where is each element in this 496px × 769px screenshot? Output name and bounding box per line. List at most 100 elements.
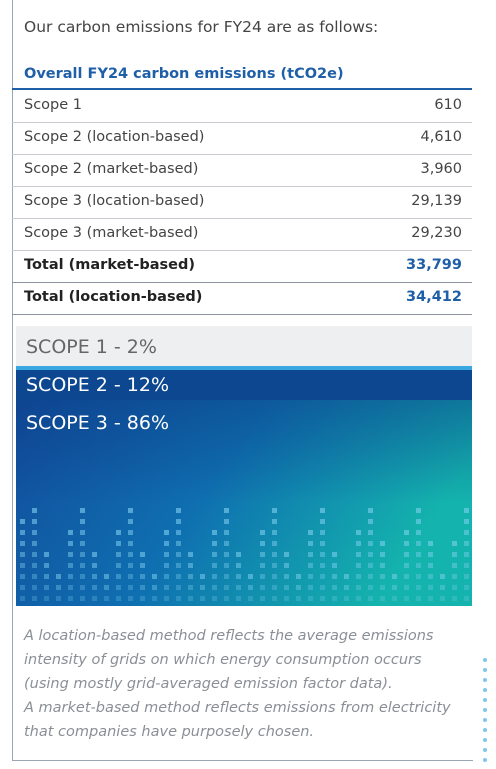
pattern-dot [164, 552, 169, 557]
pattern-dot [320, 563, 325, 568]
pattern-dot [164, 574, 169, 579]
pattern-dot [200, 585, 205, 590]
pattern-dot [56, 596, 61, 601]
pattern-dot [284, 596, 289, 601]
pattern-dot [392, 574, 397, 579]
pattern-dot [176, 585, 181, 590]
pattern-dot [368, 552, 373, 557]
title-rule [12, 88, 472, 90]
table-row: Scope 3 (market-based) 29,230 [12, 218, 472, 251]
pattern-dot [284, 574, 289, 579]
pattern-dot [44, 552, 49, 557]
pattern-dot [176, 541, 181, 546]
frame [12, 0, 473, 761]
pattern-dot [224, 596, 229, 601]
pattern-dot [236, 574, 241, 579]
pattern-dot [284, 563, 289, 568]
pattern-dot [260, 552, 265, 557]
pattern-dot [140, 563, 145, 568]
pattern-dot [128, 585, 133, 590]
table-title: Overall FY24 carbon emissions (tCO2e) [24, 66, 344, 82]
pattern-dot [224, 574, 229, 579]
pattern-dot [428, 596, 433, 601]
pattern-dot [464, 563, 469, 568]
row-value: 3,960 [420, 161, 462, 177]
pattern-dot [440, 585, 445, 590]
pattern-dot [32, 574, 37, 579]
pattern-dot [452, 596, 457, 601]
pattern-dot [20, 552, 25, 557]
pattern-dot [68, 541, 73, 546]
pattern-dot [428, 574, 433, 579]
accent [16, 366, 472, 370]
pattern-dot [308, 574, 313, 579]
pattern-dot [32, 563, 37, 568]
pattern-dot [236, 563, 241, 568]
pattern-dot [272, 585, 277, 590]
pattern-dot [308, 585, 313, 590]
pattern-dot [20, 596, 25, 601]
pattern-dot [332, 574, 337, 579]
pattern-dot [416, 508, 421, 513]
pattern-dot [224, 541, 229, 546]
pattern-dot [464, 574, 469, 579]
pattern-dot [380, 541, 385, 546]
pattern-dot [68, 585, 73, 590]
pattern-dot [236, 596, 241, 601]
pattern-dot [368, 585, 373, 590]
footnote-line: A location-based method reflects the ave… [24, 628, 434, 644]
scope-label: SCOPE 3 - 86% [26, 412, 170, 434]
pattern-dot [248, 574, 253, 579]
pattern-dot [44, 585, 49, 590]
pattern-dot [236, 552, 241, 557]
pattern-dot [464, 519, 469, 524]
pattern-dot [80, 508, 85, 513]
row-label: Scope 2 (market-based) [24, 161, 199, 177]
pattern-dot [212, 596, 217, 601]
pattern-dot [176, 508, 181, 513]
pattern-dot [272, 596, 277, 601]
row-value: 29,230 [411, 225, 462, 241]
pattern-dot [344, 585, 349, 590]
row-value: 33,799 [406, 257, 462, 273]
intro: Our carbon emissions for FY24 are as fol… [24, 18, 379, 36]
pattern-dot [32, 585, 37, 590]
pattern-dot [452, 574, 457, 579]
pattern-dot [416, 585, 421, 590]
pattern-dot [464, 530, 469, 535]
pattern-dot [224, 508, 229, 513]
pattern-dot [44, 563, 49, 568]
pattern-dot [212, 563, 217, 568]
pattern-dot [296, 585, 301, 590]
pattern-dot [464, 541, 469, 546]
pattern-dot [404, 585, 409, 590]
scope-label: SCOPE 2 - 12% [26, 374, 170, 396]
pattern-dot [404, 552, 409, 557]
pattern-dot [116, 541, 121, 546]
pattern-dot [452, 585, 457, 590]
pattern-dot [32, 596, 37, 601]
pattern-dot [308, 552, 313, 557]
pattern-dot [92, 596, 97, 601]
pattern-dot [392, 585, 397, 590]
pattern-dot [140, 585, 145, 590]
pattern-dot [68, 530, 73, 535]
pattern-dot [380, 574, 385, 579]
pattern-dot [164, 585, 169, 590]
pattern-dot [344, 574, 349, 579]
pattern-dot [260, 563, 265, 568]
pattern-dot [368, 541, 373, 546]
pattern-dot [320, 508, 325, 513]
pattern-dot [212, 541, 217, 546]
pattern-dot [224, 530, 229, 535]
pattern-dot [332, 596, 337, 601]
table-row: Total (location-based) 34,412 [12, 282, 472, 315]
pattern-dot [224, 585, 229, 590]
pattern-dot [356, 596, 361, 601]
scope-label: SCOPE 1 - 2% [26, 336, 157, 358]
pattern-dot [248, 596, 253, 601]
pattern-dot [20, 519, 25, 524]
pattern-dot [320, 541, 325, 546]
pattern-dot [404, 574, 409, 579]
pattern-dot [68, 596, 73, 601]
